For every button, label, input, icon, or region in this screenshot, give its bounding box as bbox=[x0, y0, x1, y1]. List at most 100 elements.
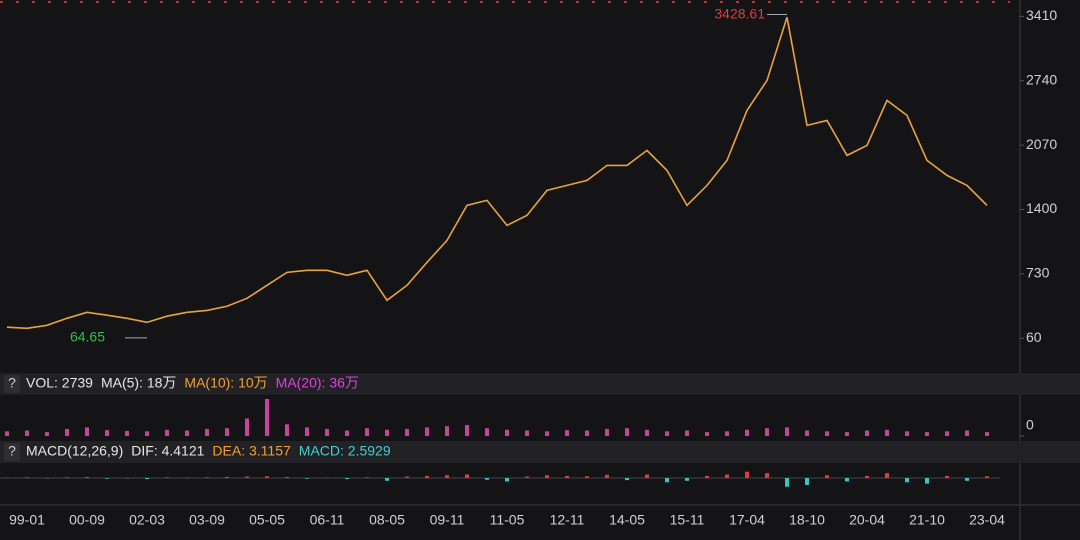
macd-bar bbox=[805, 478, 809, 485]
volume-bar bbox=[385, 429, 389, 436]
volume-bar bbox=[985, 432, 989, 436]
volume-bar bbox=[405, 428, 409, 436]
volume-bar bbox=[865, 430, 869, 436]
x-tick-label: 08-05 bbox=[369, 512, 405, 528]
macd-bar bbox=[525, 476, 529, 478]
volume-header bbox=[0, 373, 1080, 395]
volume-bar bbox=[545, 431, 549, 436]
macd-bar bbox=[305, 478, 309, 479]
macd-bar bbox=[225, 476, 229, 478]
volume-bar bbox=[625, 428, 629, 436]
macd-bar bbox=[865, 475, 869, 478]
volume-bar bbox=[805, 430, 809, 436]
volume-bar bbox=[645, 429, 649, 436]
volume-bar bbox=[725, 431, 729, 436]
macd-bar bbox=[905, 478, 909, 483]
volume-bar bbox=[185, 430, 189, 436]
volume-bar bbox=[85, 427, 89, 436]
macd-bar bbox=[965, 478, 969, 481]
macd-bar bbox=[745, 471, 749, 478]
macd-bar bbox=[985, 476, 989, 478]
macd-header bbox=[0, 441, 1080, 463]
volume-bar bbox=[925, 432, 929, 436]
volume-bar bbox=[665, 431, 669, 436]
volume-bar bbox=[465, 425, 469, 436]
min-label: 64.65 bbox=[70, 329, 105, 345]
volume-bar bbox=[325, 428, 329, 436]
macd-bar bbox=[765, 473, 769, 478]
x-tick-label: 06-11 bbox=[310, 512, 345, 528]
macd-bar bbox=[265, 476, 269, 478]
volume-bar bbox=[205, 428, 209, 436]
volume-bar bbox=[45, 432, 49, 436]
volume-bar bbox=[505, 429, 509, 436]
macd-bar bbox=[665, 478, 669, 483]
volume-bar bbox=[825, 431, 829, 436]
legend-label: MA(20): 36万 bbox=[276, 375, 359, 391]
help-icon[interactable]: ? bbox=[8, 443, 16, 459]
legend-label: MA(10): 10万 bbox=[184, 375, 267, 391]
macd-bar bbox=[485, 478, 489, 480]
legend-label: MACD: 2.5929 bbox=[299, 443, 391, 459]
x-tick-label: 14-05 bbox=[609, 512, 645, 528]
legend-label: DIF: 4.4121 bbox=[131, 443, 204, 459]
x-tick-label: 03-09 bbox=[189, 512, 225, 528]
macd-bar bbox=[445, 475, 449, 478]
macd-bar bbox=[945, 475, 949, 478]
volume-bar bbox=[745, 429, 749, 436]
volume-bar bbox=[245, 418, 249, 436]
volume-bar bbox=[905, 431, 909, 436]
help-button[interactable] bbox=[4, 443, 20, 461]
macd-bar bbox=[845, 478, 849, 482]
volume-bar bbox=[485, 428, 489, 436]
macd-bar bbox=[705, 475, 709, 478]
volume-bar bbox=[5, 431, 9, 436]
volume-bar bbox=[145, 431, 149, 436]
macd-bar bbox=[885, 473, 889, 478]
volume-bar bbox=[845, 432, 849, 436]
x-tick-label: 15-11 bbox=[670, 512, 705, 528]
x-tick-label: 00-09 bbox=[69, 512, 105, 528]
macd-bar bbox=[645, 474, 649, 478]
help-icon[interactable]: ? bbox=[8, 375, 16, 391]
y-tick-label: 730 bbox=[1026, 265, 1050, 281]
y-tick-label: 1400 bbox=[1026, 200, 1057, 216]
macd-bar bbox=[405, 476, 409, 478]
volume-bar bbox=[305, 427, 309, 436]
x-tick-label: 99-01 bbox=[9, 512, 45, 528]
legend-label: MACD(12,26,9) bbox=[26, 443, 123, 459]
volume-bar bbox=[345, 430, 349, 436]
x-tick-label: 05-05 bbox=[249, 512, 285, 528]
x-tick-label: 20-04 bbox=[849, 512, 885, 528]
macd-bar bbox=[625, 478, 629, 481]
volume-bar bbox=[65, 428, 69, 436]
macd-bar bbox=[105, 478, 109, 479]
x-tick-label: 12-11 bbox=[550, 512, 585, 528]
x-tick-label: 18-10 bbox=[789, 512, 825, 528]
volume-bar bbox=[365, 428, 369, 436]
macd-bar bbox=[385, 478, 389, 481]
x-tick-label: 11-05 bbox=[490, 512, 525, 528]
volume-bar bbox=[945, 431, 949, 436]
volume-bar bbox=[105, 430, 109, 436]
y-tick-label: 60 bbox=[1026, 329, 1042, 345]
volume-bar bbox=[25, 430, 29, 436]
legend-label: DEA: 3.1157 bbox=[212, 443, 291, 459]
macd-bar bbox=[545, 475, 549, 478]
x-tick-label: 21-10 bbox=[909, 512, 945, 528]
macd-bar bbox=[245, 476, 249, 478]
macd-bar bbox=[165, 477, 169, 478]
price-line bbox=[6, 17, 988, 330]
max-label: 3428.61 bbox=[714, 5, 765, 21]
volume-bar bbox=[685, 430, 689, 436]
help-button[interactable] bbox=[4, 375, 20, 393]
x-tick-label: 02-03 bbox=[129, 512, 165, 528]
volume-bar bbox=[705, 432, 709, 436]
macd-bar bbox=[25, 477, 29, 478]
volume-bar bbox=[445, 426, 449, 436]
x-tick-label: 17-04 bbox=[729, 512, 765, 528]
macd-bar bbox=[425, 475, 429, 478]
macd-bar bbox=[465, 474, 469, 478]
